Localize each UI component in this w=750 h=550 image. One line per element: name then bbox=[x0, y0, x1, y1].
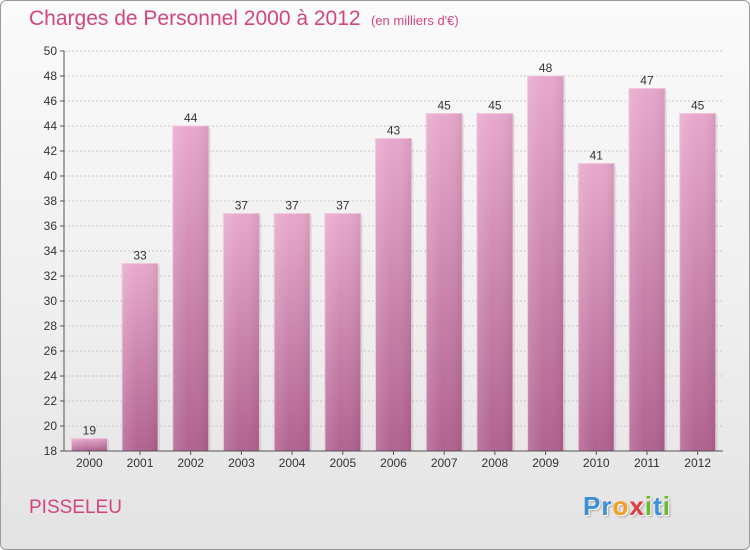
bars bbox=[70, 75, 718, 452]
x-tick-label: 2012 bbox=[684, 456, 711, 470]
y-tick-label: 42 bbox=[44, 144, 58, 158]
y-tick-label: 36 bbox=[44, 219, 58, 233]
logo-letter: x bbox=[629, 491, 645, 521]
x-tick-label: 2011 bbox=[634, 456, 660, 470]
brand-logo: Proxiti bbox=[583, 491, 671, 522]
data-label: 37 bbox=[285, 199, 299, 213]
logo-letter: i bbox=[662, 491, 671, 521]
y-tick-label: 40 bbox=[44, 169, 58, 183]
data-label: 37 bbox=[235, 199, 249, 213]
chart-title: Charges de Personnel 2000 à 2012 bbox=[29, 7, 361, 30]
logo-letter: r bbox=[601, 491, 613, 521]
chart-unit-label: (en milliers d'€) bbox=[371, 13, 459, 28]
x-tick-label: 2007 bbox=[431, 456, 458, 470]
x-tick-label: 2006 bbox=[380, 456, 407, 470]
bar-shine bbox=[426, 113, 463, 451]
x-tick-label: 2008 bbox=[482, 456, 509, 470]
bar-shine bbox=[578, 163, 615, 451]
bar-shine bbox=[375, 138, 412, 451]
y-tick-label: 30 bbox=[44, 294, 58, 308]
y-tick-label: 26 bbox=[44, 344, 58, 358]
y-tick-label: 38 bbox=[44, 194, 58, 208]
y-tick-label: 20 bbox=[44, 419, 58, 433]
x-tick-label: 2002 bbox=[177, 456, 204, 470]
data-label: 43 bbox=[387, 124, 401, 138]
bar-shine bbox=[628, 88, 665, 451]
logo-letter: t bbox=[653, 491, 663, 521]
data-labels: 19 33 44 37 37 37 43 45 45 48 41 47 45 bbox=[83, 61, 705, 438]
x-tick-label: 2001 bbox=[127, 456, 154, 470]
bar-shine bbox=[172, 126, 209, 451]
y-tick-label: 50 bbox=[44, 44, 58, 58]
data-label: 41 bbox=[590, 149, 604, 163]
x-tick-label: 2009 bbox=[532, 456, 559, 470]
city-name: PISSELEU bbox=[29, 497, 122, 518]
bar-shine bbox=[527, 76, 564, 451]
data-label: 45 bbox=[691, 99, 705, 113]
y-tick-label: 32 bbox=[44, 269, 58, 283]
x-tick-label: 2004 bbox=[279, 456, 306, 470]
bar-shine bbox=[223, 213, 260, 451]
x-tick-label: 2005 bbox=[329, 456, 356, 470]
data-label: 45 bbox=[488, 99, 502, 113]
bar-shine bbox=[274, 213, 311, 451]
data-label: 47 bbox=[640, 74, 654, 88]
y-tick-label: 46 bbox=[44, 94, 58, 108]
data-label: 48 bbox=[539, 61, 553, 75]
y-tick-label: 34 bbox=[44, 244, 58, 258]
bar-shine bbox=[71, 438, 108, 451]
data-label: 33 bbox=[133, 249, 147, 263]
logo-letter: o bbox=[612, 491, 630, 521]
data-label: 45 bbox=[438, 99, 452, 113]
x-axis: 2000 2001 2002 2003 2004 2005 2006 2007 2008 2009… bbox=[64, 450, 723, 470]
x-tick-label: 2003 bbox=[228, 456, 255, 470]
y-tick-label: 44 bbox=[44, 119, 58, 133]
logo-letter: P bbox=[583, 491, 602, 521]
y-axis: 18 20 22 24 26 28 30 32 34 36 38 40 42 44 46 48 50 bbox=[44, 44, 65, 458]
logo-letter: i bbox=[644, 491, 654, 521]
bar-shine bbox=[679, 113, 716, 451]
y-tick-label: 18 bbox=[44, 444, 58, 458]
data-label: 44 bbox=[184, 111, 198, 125]
y-tick-label: 48 bbox=[44, 69, 58, 83]
data-label: 37 bbox=[336, 199, 350, 213]
x-tick-label: 2000 bbox=[76, 456, 103, 470]
bar-shine bbox=[122, 263, 159, 451]
data-label: 19 bbox=[83, 424, 97, 438]
x-tick-label: 2010 bbox=[583, 456, 610, 470]
y-tick-label: 22 bbox=[44, 394, 58, 408]
y-tick-label: 24 bbox=[44, 369, 58, 383]
bar-shine bbox=[476, 113, 513, 451]
bar-shine bbox=[324, 213, 361, 451]
y-tick-label: 28 bbox=[44, 319, 58, 333]
